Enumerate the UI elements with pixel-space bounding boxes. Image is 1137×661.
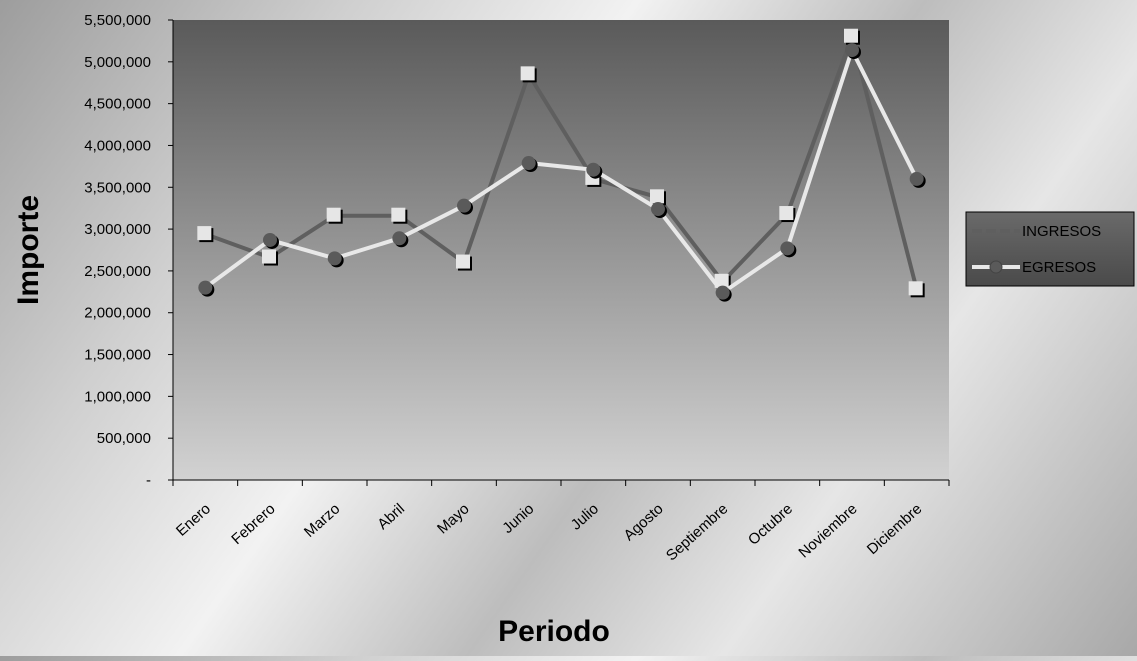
data-point-ingresos	[844, 28, 858, 43]
data-point-ingresos	[262, 249, 276, 264]
y-tick-label: 3,500,000	[84, 179, 151, 196]
x-tick-label: Enero	[173, 500, 214, 539]
y-axis-title: Importe	[12, 195, 45, 305]
x-tick-label: Marzo	[301, 500, 343, 541]
x-tick-label: Febrero	[228, 500, 278, 548]
data-point-ingresos	[908, 281, 923, 296]
y-tick-label: 5,000,000	[84, 54, 151, 71]
data-point-egresos	[909, 171, 924, 186]
y-tick-label: 1,000,000	[84, 388, 151, 405]
x-tick-label: Noviembre	[795, 500, 860, 561]
data-point-egresos	[845, 43, 859, 58]
y-tick-label: 2,500,000	[84, 263, 151, 280]
legend-box	[965, 211, 1135, 287]
y-tick-label: 3,000,000	[84, 221, 151, 238]
x-tick-label: Octubre	[745, 500, 796, 548]
y-tick-label: 5,500,000	[84, 12, 151, 29]
data-point-egresos	[521, 156, 536, 171]
series-layer	[197, 28, 926, 302]
x-tick-label: Diciembre	[864, 500, 926, 558]
legend-item-ingresos: INGRESOS	[972, 223, 1101, 240]
data-point-egresos	[457, 198, 471, 213]
series-line-egresos	[204, 48, 919, 295]
y-tick-label: 500,000	[97, 430, 151, 447]
legend-item-egresos: EGRESOS	[972, 259, 1096, 276]
y-tick-label: -	[146, 472, 151, 489]
data-point-egresos	[715, 285, 730, 300]
x-tick-label: Abril	[374, 500, 408, 533]
legend-label: INGRESOS	[1022, 223, 1101, 240]
x-tick-label: Septiembre	[663, 500, 731, 564]
data-point-ingresos	[779, 206, 794, 221]
x-tick-label: Mayo	[434, 500, 473, 537]
y-tick-label: 1,500,000	[84, 347, 151, 364]
data-point-ingresos	[650, 189, 664, 204]
data-point-egresos	[327, 251, 342, 266]
data-point-ingresos	[326, 207, 341, 222]
x-tick-label: Agosto	[621, 500, 667, 544]
data-point-ingresos	[391, 207, 406, 222]
data-point-egresos	[198, 280, 213, 295]
data-point-egresos	[780, 241, 795, 256]
series-ingresos	[197, 28, 925, 298]
data-point-egresos	[651, 202, 665, 217]
data-point-ingresos	[197, 226, 212, 241]
x-axis-title: Periodo	[498, 615, 610, 648]
legend-marker	[989, 260, 1003, 274]
x-tick-label: Julio	[568, 500, 602, 533]
y-tick-label: 4,500,000	[84, 96, 151, 113]
y-tick-label: 4,000,000	[84, 137, 151, 154]
legend-label: EGRESOS	[1022, 259, 1096, 276]
data-point-ingresos	[456, 254, 470, 269]
series-egresos	[198, 43, 926, 302]
y-tick-label: 2,000,000	[84, 305, 151, 322]
data-point-egresos	[586, 162, 601, 177]
legend: INGRESOS EGRESOS	[965, 211, 1135, 287]
data-point-egresos	[263, 232, 277, 247]
series-line-ingresos	[204, 34, 919, 290]
data-point-egresos	[392, 231, 407, 246]
x-tick-label: Junio	[499, 500, 537, 537]
data-point-ingresos	[520, 66, 535, 81]
